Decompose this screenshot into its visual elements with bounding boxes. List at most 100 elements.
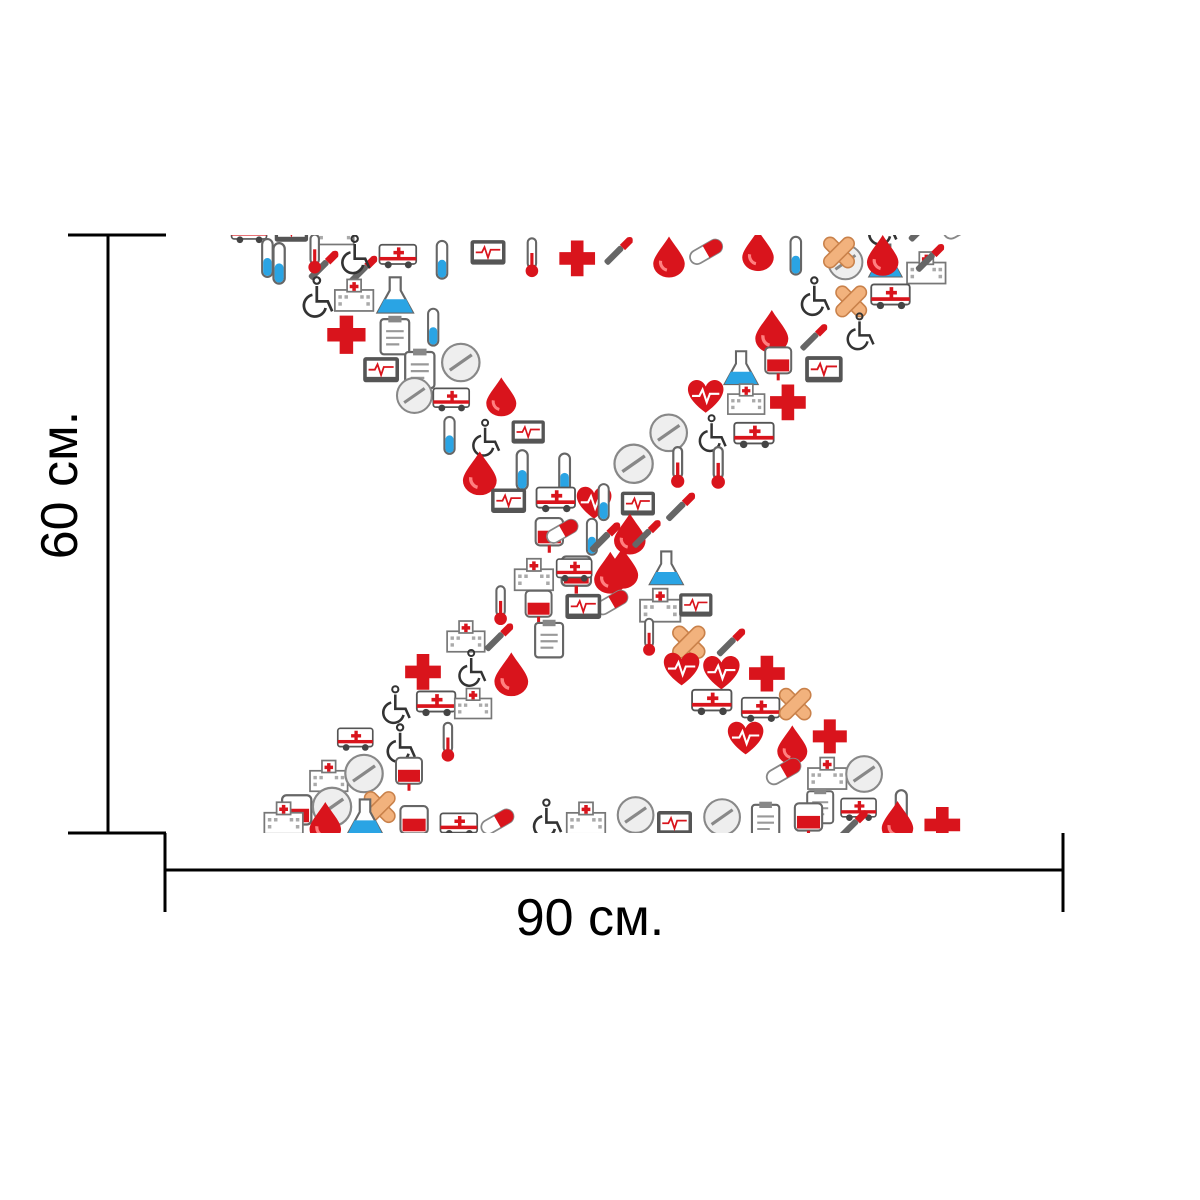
hospital-icon [333,278,375,313]
tablet-icon [616,795,656,833]
thermometer-icon [493,585,508,627]
ambulance-icon [733,421,775,450]
test-tube-icon [558,452,572,494]
monitor-icon [273,235,310,243]
wheelchair-icon [458,648,487,687]
tablet-icon [844,754,884,794]
thermometer-icon [440,721,456,763]
tablet-icon [395,376,434,415]
blood-bag-icon [793,801,824,833]
wheelchair-icon [302,275,334,318]
ambulance-icon [690,688,733,717]
blood-bag-icon [524,589,554,625]
ambulance-icon [870,283,911,311]
pill-capsule-icon [686,235,726,268]
hospital-icon [905,251,947,285]
clipboard-icon [379,314,411,356]
medical-cross-icon [749,655,785,692]
scalpel-icon [715,626,748,658]
test-tube-icon [515,449,529,491]
ambulance-icon [432,387,471,413]
hospital-icon [315,235,355,246]
ambulance-icon [740,696,781,724]
blood-drop-icon [484,376,518,417]
dimension-lines [68,233,1065,912]
clipboard-icon [750,800,781,833]
flask-icon [376,276,414,314]
wheelchair-icon [800,275,831,317]
test-tube-icon [789,235,803,276]
ambulance-icon [336,727,374,752]
tablet-icon [440,342,482,383]
scalpel-icon [665,490,698,523]
test-tube-icon [261,238,274,278]
scalpel-icon [483,621,516,653]
thermometer-icon [524,237,540,279]
ambulance-icon [555,558,593,583]
heart-pulse-icon [686,378,725,414]
medical-cross-icon [770,384,806,421]
dna-helix-artwork [230,235,982,833]
hospital-icon [638,587,682,623]
heart-pulse-icon [702,654,741,691]
blood-drop-icon [612,512,648,555]
medical-cross-icon [405,654,441,690]
monitor-icon [678,592,714,618]
flask-icon [723,350,759,386]
heart-pulse-icon [726,720,765,756]
tablet-icon [702,797,742,833]
scalpel-icon [603,235,635,267]
hospital-icon [453,687,493,720]
height-label-text: 60 см. [31,410,89,560]
wheelchair-icon [532,798,563,833]
hospital-icon [513,557,555,592]
thermometer-icon [710,446,727,490]
blood-drop-icon [461,450,499,496]
test-tube-icon [272,242,286,285]
pill-capsule-icon [939,235,982,243]
ambulance-icon [415,690,457,718]
monitor-icon [469,239,507,266]
bandage-icon [832,282,870,321]
tablet-icon [648,412,689,453]
tablet-icon [612,442,655,485]
wheelchair-icon [472,418,501,457]
flask-icon [648,550,684,586]
tablet-icon [343,753,385,794]
blood-bag-icon [763,345,793,382]
blood-drop-icon [740,235,776,272]
monitor-icon [804,355,844,384]
blood-bag-icon [394,756,424,792]
ambulance-icon [439,812,479,833]
test-tube-icon [443,415,456,455]
wheelchair-icon [386,722,417,764]
medical-cross-icon [327,315,366,354]
blood-drop-icon [492,651,530,697]
hospital-icon [565,801,607,833]
medical-cross-icon [812,719,847,754]
blood-bag-icon [398,804,430,833]
medical-cross-icon [559,240,596,277]
monitor-icon [564,592,603,621]
thermometer-icon [670,446,686,489]
pill-capsule-icon [477,805,518,833]
ambulance-icon [535,486,577,514]
wheelchair-icon [381,684,411,725]
wheelchair-icon [846,312,875,351]
test-tube-icon [427,307,440,347]
thermometer-icon [642,617,657,657]
width-label: 90 см. [515,889,665,947]
monitor-icon [362,356,401,384]
thermometer-icon [307,235,323,275]
hospital-icon [806,756,848,791]
scalpel-icon [799,322,830,353]
ambulance-icon [378,243,418,270]
ambulance-icon [230,235,268,245]
hospital-icon [308,759,349,793]
wheelchair-icon [698,413,727,453]
blood-drop-icon [880,799,915,833]
monitor-icon [490,487,528,515]
hospital-icon [446,620,486,653]
monitor-icon [619,490,657,517]
